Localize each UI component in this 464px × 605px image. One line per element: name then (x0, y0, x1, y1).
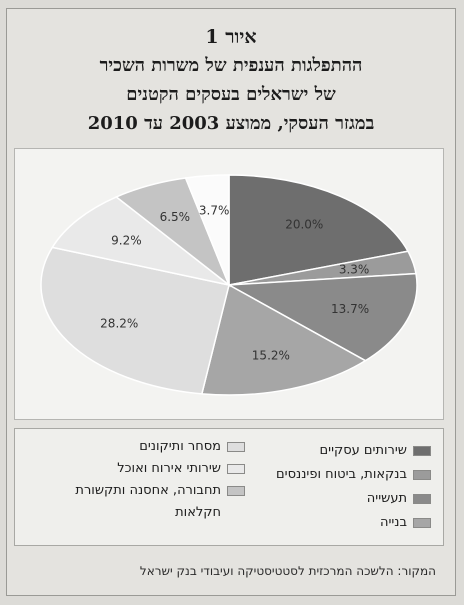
legend-label: שירותי אירוח ואוכל (117, 461, 221, 476)
legend-swatch (413, 445, 431, 456)
source-note: המקור: הלשכה המרכזית לסטטיסטיקה ועיבודי … (139, 564, 436, 578)
pie-data-label: 20.0% (285, 218, 323, 232)
legend-item: תחבורה, אחסנה ותקשורת (75, 483, 245, 498)
legend-label: בנייה (379, 515, 407, 530)
pie-data-label: 28.2% (100, 316, 138, 330)
figure-label: איור 1 (205, 26, 257, 48)
legend-swatch (413, 517, 431, 528)
legend-item: שירותי אירוח ואוכל (117, 461, 245, 476)
legend-swatch (227, 463, 245, 474)
legend-item: בנייה (380, 515, 431, 530)
legend-label: בנקאות, ביטוח ופיננסים (276, 467, 407, 482)
legend-item: חקלאות (175, 505, 245, 520)
title-line-2: של ישראלים בעסקים הקטנים (126, 84, 336, 105)
title-line-1: ההתפלגות הענפית של משרות השכיר (99, 55, 363, 76)
pie-data-label: 6.5% (160, 210, 191, 224)
chart-area: 20.0% 3.3% 13.7% 15.2% 28.2% 9.2% 6.5% 3.7% (14, 148, 444, 420)
legend-item: שירותים עסקיים (320, 443, 431, 458)
legend-label: תחבורה, אחסנה ותקשורת (75, 483, 221, 498)
pie-chart: 20.0% 3.3% 13.7% 15.2% 28.2% 9.2% 6.5% 3.7% (40, 174, 418, 396)
pie-data-label: 3.3% (339, 263, 370, 277)
pie-data-label: 15.2% (252, 349, 290, 363)
legend-swatch (413, 469, 431, 480)
legend-label: מסחר ותיקונים (139, 439, 221, 454)
pie-slice (51, 196, 230, 286)
pie-slice (226, 272, 418, 362)
legend-label: תעשייה (366, 491, 407, 506)
legend-swatch (227, 441, 245, 452)
pie-slice (184, 174, 230, 286)
legend-item: מסחר ותיקונים (139, 439, 245, 454)
pie-data-label: 3.7% (199, 204, 230, 218)
legend: שירותים עסקיים בנקאות, ביטוח ופיננסים תע… (14, 428, 444, 546)
figure-title-block: איור 1 ההתפלגות הענפית של משרות השכיר של… (7, 23, 455, 138)
legend-item: תעשייה (367, 491, 431, 506)
legend-swatch (413, 493, 431, 504)
legend-label: חקלאות (175, 505, 221, 520)
pie-slice (40, 246, 230, 395)
legend-label: שירותים עסקיים (319, 443, 407, 458)
legend-swatch (227, 485, 245, 496)
legend-item: בנקאות, ביטוח ופיננסים (276, 467, 431, 482)
pie-slice (228, 174, 410, 286)
pie-data-label: 13.7% (331, 302, 369, 316)
pie-data-label: 9.2% (111, 233, 142, 247)
pie-slice (200, 283, 367, 396)
title-line-3: במגזר העסקי, ממוצע 2003 עד 2010 (87, 113, 375, 134)
